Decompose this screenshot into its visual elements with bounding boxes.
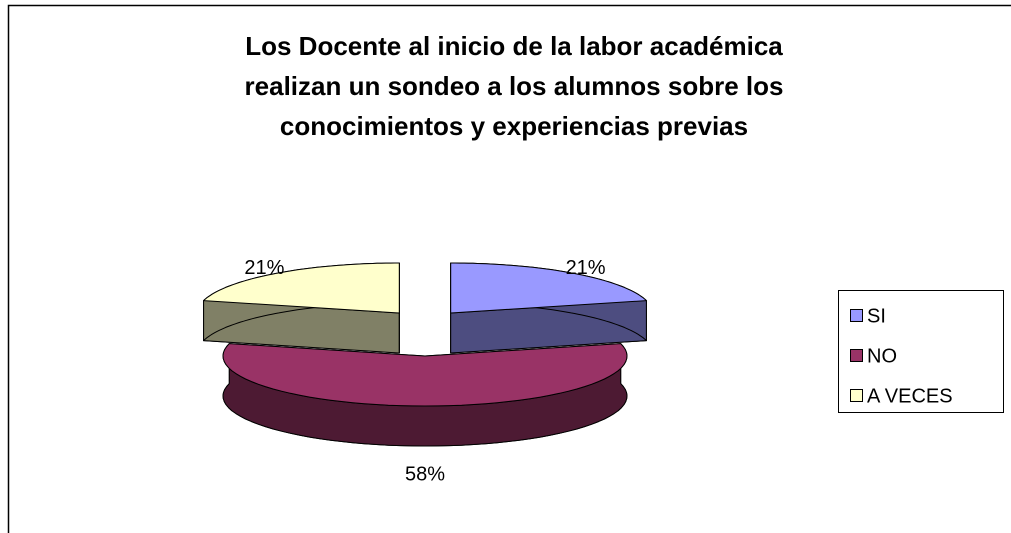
pie-slice [450,262,647,354]
chart-title: realizan un sondeo a los alumnos sobre l… [245,71,784,101]
legend-label: NO [867,345,897,367]
chart-title: conocimientos y experiencias previas [280,111,748,141]
slice [222,343,628,407]
legend-swatch [850,389,863,402]
legend-label: SI [867,305,886,327]
legend-label: A VECES [867,385,953,407]
chart-title: Los Docente al inicio de la labor académ… [245,31,783,61]
data-label: 21% [244,257,284,279]
pie-slice [222,343,628,447]
legend-swatch [850,349,863,362]
legend-swatch [850,309,863,322]
slice [203,262,400,314]
data-label: 21% [566,257,606,279]
data-label: 58% [405,463,445,485]
pie-slice [203,262,400,354]
slice [450,262,647,314]
legend [838,290,1004,413]
